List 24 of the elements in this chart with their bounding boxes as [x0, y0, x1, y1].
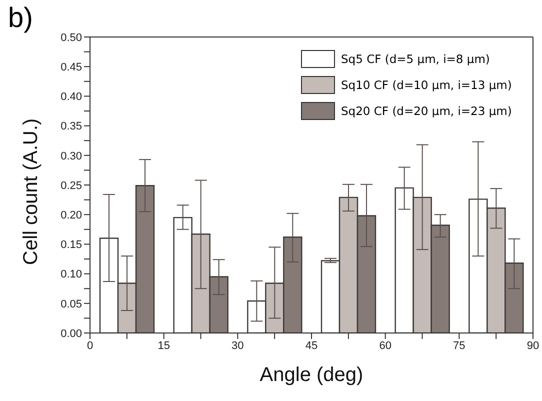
y-tick-label: 0.40	[60, 91, 82, 104]
x-tick-label: 45	[305, 340, 318, 352]
y-tick-label: 0.25	[60, 180, 82, 192]
y-tick-label: 0.15	[60, 239, 82, 252]
x-tick-label: 15	[158, 340, 170, 352]
x-axis-title: Angle (deg)	[260, 364, 364, 386]
legend-label: Sq10 CF (d=10 μm, i=13 μm)	[341, 78, 512, 92]
legend-label: Sq5 CF (d=5 μm, i=8 μm)	[341, 52, 490, 66]
chart-title: b)	[8, 2, 33, 34]
x-tick-label: 90	[526, 340, 540, 352]
y-axis-title: Cell count (A.U.)	[20, 118, 42, 265]
x-tick-label: 75	[453, 340, 466, 352]
legend-label: Sq20 CF (d=20 μm, i=23 μm)	[341, 104, 512, 118]
y-tick-label: 0.50	[60, 32, 82, 44]
y-tick-label: 0.45	[60, 62, 82, 74]
y-tick-label: 0.35	[60, 120, 82, 133]
x-tick-label: 30	[232, 340, 244, 352]
y-tick-label: 0.30	[60, 150, 82, 162]
y-tick-label: 0.10	[60, 268, 82, 281]
x-tick-label: 60	[379, 340, 392, 352]
y-tick-label: 0.00	[60, 328, 82, 340]
y-tick-label: 0.05	[60, 298, 82, 310]
x-tick-label: 0	[86, 340, 94, 352]
y-tick-label: 0.20	[60, 210, 82, 222]
